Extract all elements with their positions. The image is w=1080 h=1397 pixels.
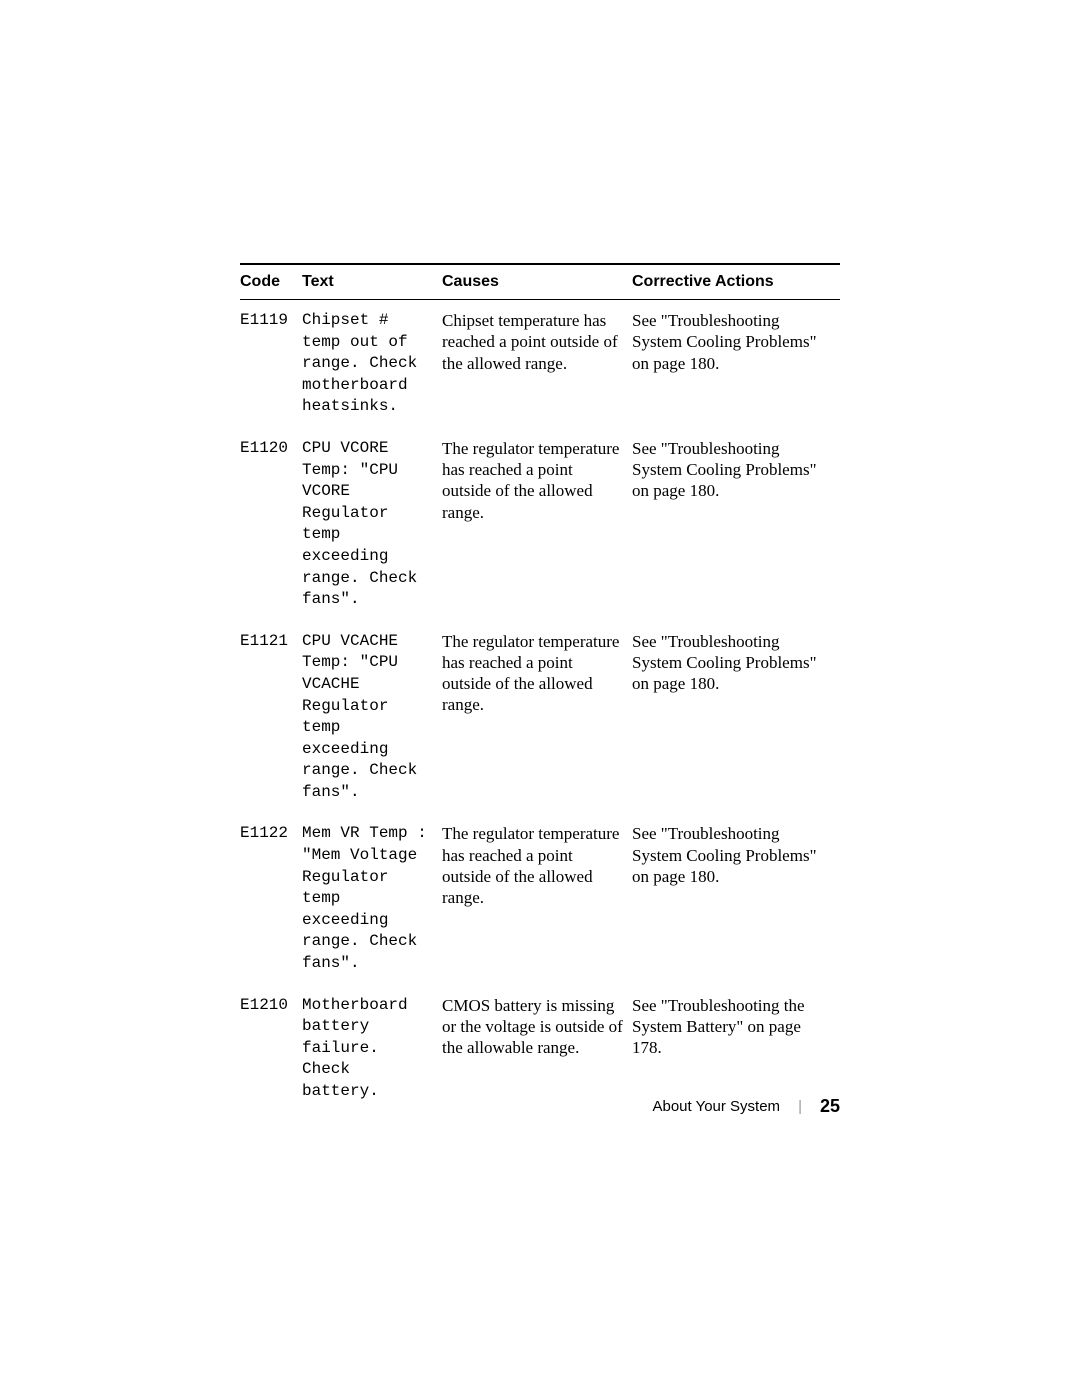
cell-code: E1119: [240, 300, 302, 428]
cell-code: E1121: [240, 621, 302, 814]
table-row: E1120 CPU VCORE Temp: "CPU VCORE Regulat…: [240, 428, 840, 621]
cell-code: E1122: [240, 813, 302, 984]
cell-code: E1120: [240, 428, 302, 621]
footer-divider: |: [798, 1098, 802, 1115]
header-text: Text: [302, 264, 442, 300]
header-causes: Causes: [442, 264, 632, 300]
table-row: E1121 CPU VCACHE Temp: "CPU VCACHE Regul…: [240, 621, 840, 814]
cell-code: E1210: [240, 985, 302, 1113]
cell-actions: See "Troubleshooting System Cooling Prob…: [632, 428, 840, 621]
error-codes-table: Code Text Causes Corrective Actions E111…: [240, 263, 840, 1113]
table-row: E1122 Mem VR Temp : "Mem Voltage Regulat…: [240, 813, 840, 984]
cell-causes: CMOS battery is missing or the voltage i…: [442, 985, 632, 1113]
footer-page-number: 25: [820, 1096, 840, 1117]
cell-text: CPU VCORE Temp: "CPU VCORE Regulator tem…: [302, 428, 442, 621]
cell-actions: See "Troubleshooting System Cooling Prob…: [632, 300, 840, 428]
table-row: E1210 Motherboard battery failure. Check…: [240, 985, 840, 1113]
cell-causes: The regulator temperature has reached a …: [442, 813, 632, 984]
page: Code Text Causes Corrective Actions E111…: [0, 0, 1080, 1397]
header-actions: Corrective Actions: [632, 264, 840, 300]
cell-causes: Chipset temperature has reached a point …: [442, 300, 632, 428]
cell-actions: See "Troubleshooting the System Battery"…: [632, 985, 840, 1113]
table-row: E1119 Chipset # temp out of range. Check…: [240, 300, 840, 428]
table-header-row: Code Text Causes Corrective Actions: [240, 264, 840, 300]
cell-text: Motherboard battery failure. Check batte…: [302, 985, 442, 1113]
cell-actions: See "Troubleshooting System Cooling Prob…: [632, 813, 840, 984]
cell-text: CPU VCACHE Temp: "CPU VCACHE Regulator t…: [302, 621, 442, 814]
cell-text: Mem VR Temp : "Mem Voltage Regulator tem…: [302, 813, 442, 984]
cell-causes: The regulator temperature has reached a …: [442, 621, 632, 814]
cell-text: Chipset # temp out of range. Check mothe…: [302, 300, 442, 428]
footer-section: About Your System: [652, 1098, 780, 1115]
cell-actions: See "Troubleshooting System Cooling Prob…: [632, 621, 840, 814]
cell-causes: The regulator temperature has reached a …: [442, 428, 632, 621]
header-code: Code: [240, 264, 302, 300]
page-footer: About Your System | 25: [652, 1096, 840, 1117]
